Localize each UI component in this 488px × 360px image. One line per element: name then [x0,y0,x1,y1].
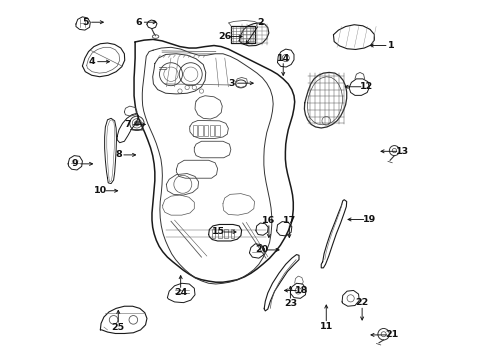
Text: 24: 24 [174,288,187,297]
Bar [211,229,215,238]
Text: 10: 10 [94,186,107,195]
Text: 11: 11 [319,322,332,331]
Text: 5: 5 [82,18,89,27]
Bar [209,125,214,135]
Bar [230,229,234,238]
Text: 20: 20 [255,246,268,255]
Bar [192,125,196,135]
Bar [218,229,221,238]
Text: 13: 13 [395,147,408,156]
Text: 17: 17 [282,216,295,225]
Text: 21: 21 [385,330,398,339]
Text: 4: 4 [89,57,95,66]
Bar [215,125,219,135]
Text: 6: 6 [135,18,142,27]
Text: 16: 16 [262,216,275,225]
Text: 9: 9 [72,159,79,168]
Text: 19: 19 [362,215,375,224]
Text: 25: 25 [111,323,124,332]
Text: 23: 23 [283,299,296,308]
Bar [198,125,202,135]
Text: 7: 7 [124,120,131,129]
Text: 26: 26 [218,32,231,41]
Text: 15: 15 [212,228,225,237]
Bar [224,229,227,238]
Text: 14: 14 [276,54,289,63]
Text: 8: 8 [115,150,122,159]
Text: 12: 12 [359,82,372,91]
Text: 2: 2 [257,18,264,27]
Circle shape [135,121,139,126]
Text: 18: 18 [295,286,308,295]
Bar [203,125,208,135]
Text: 22: 22 [355,298,368,307]
Text: 1: 1 [387,41,394,50]
Text: 3: 3 [228,79,235,88]
